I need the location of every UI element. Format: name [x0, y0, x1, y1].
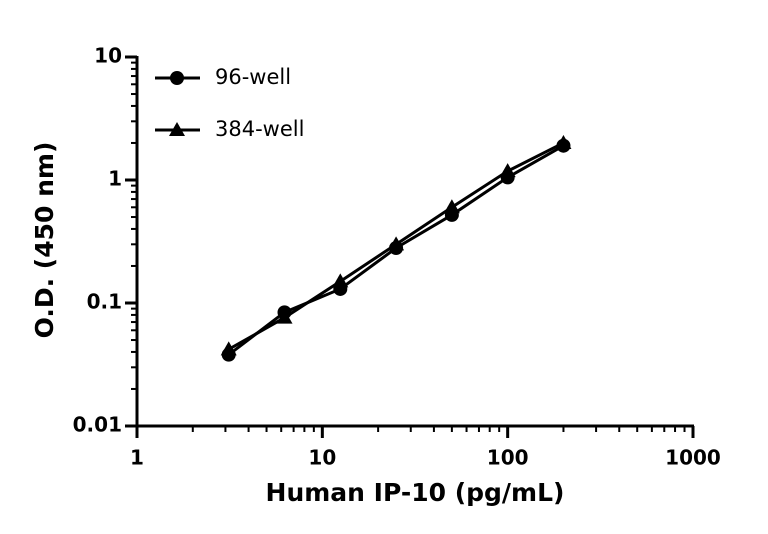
- marker: [220, 341, 237, 356]
- y-tick-label: 10: [94, 44, 122, 68]
- y-axis-label: O.D. (450 nm): [30, 142, 59, 339]
- marker: [499, 163, 516, 178]
- marker: [169, 122, 185, 136]
- y-tick-label: 0.01: [73, 413, 122, 437]
- x-tick-label: 1: [130, 446, 144, 470]
- marker: [276, 309, 293, 324]
- y-tick-label: 0.1: [87, 290, 122, 314]
- x-axis-label: Human IP-10 (pg/mL): [266, 478, 565, 507]
- marker: [388, 236, 405, 251]
- y-tick-label: 1: [108, 167, 122, 191]
- marker: [332, 273, 349, 288]
- marker: [443, 199, 460, 214]
- marker: [555, 134, 572, 149]
- marker: [170, 71, 184, 85]
- legend-label: 96-well: [215, 65, 291, 89]
- x-tick-label: 100: [487, 446, 529, 470]
- legend-label: 384-well: [215, 117, 304, 141]
- x-tick-label: 10: [308, 446, 336, 470]
- x-tick-label: 1000: [665, 446, 721, 470]
